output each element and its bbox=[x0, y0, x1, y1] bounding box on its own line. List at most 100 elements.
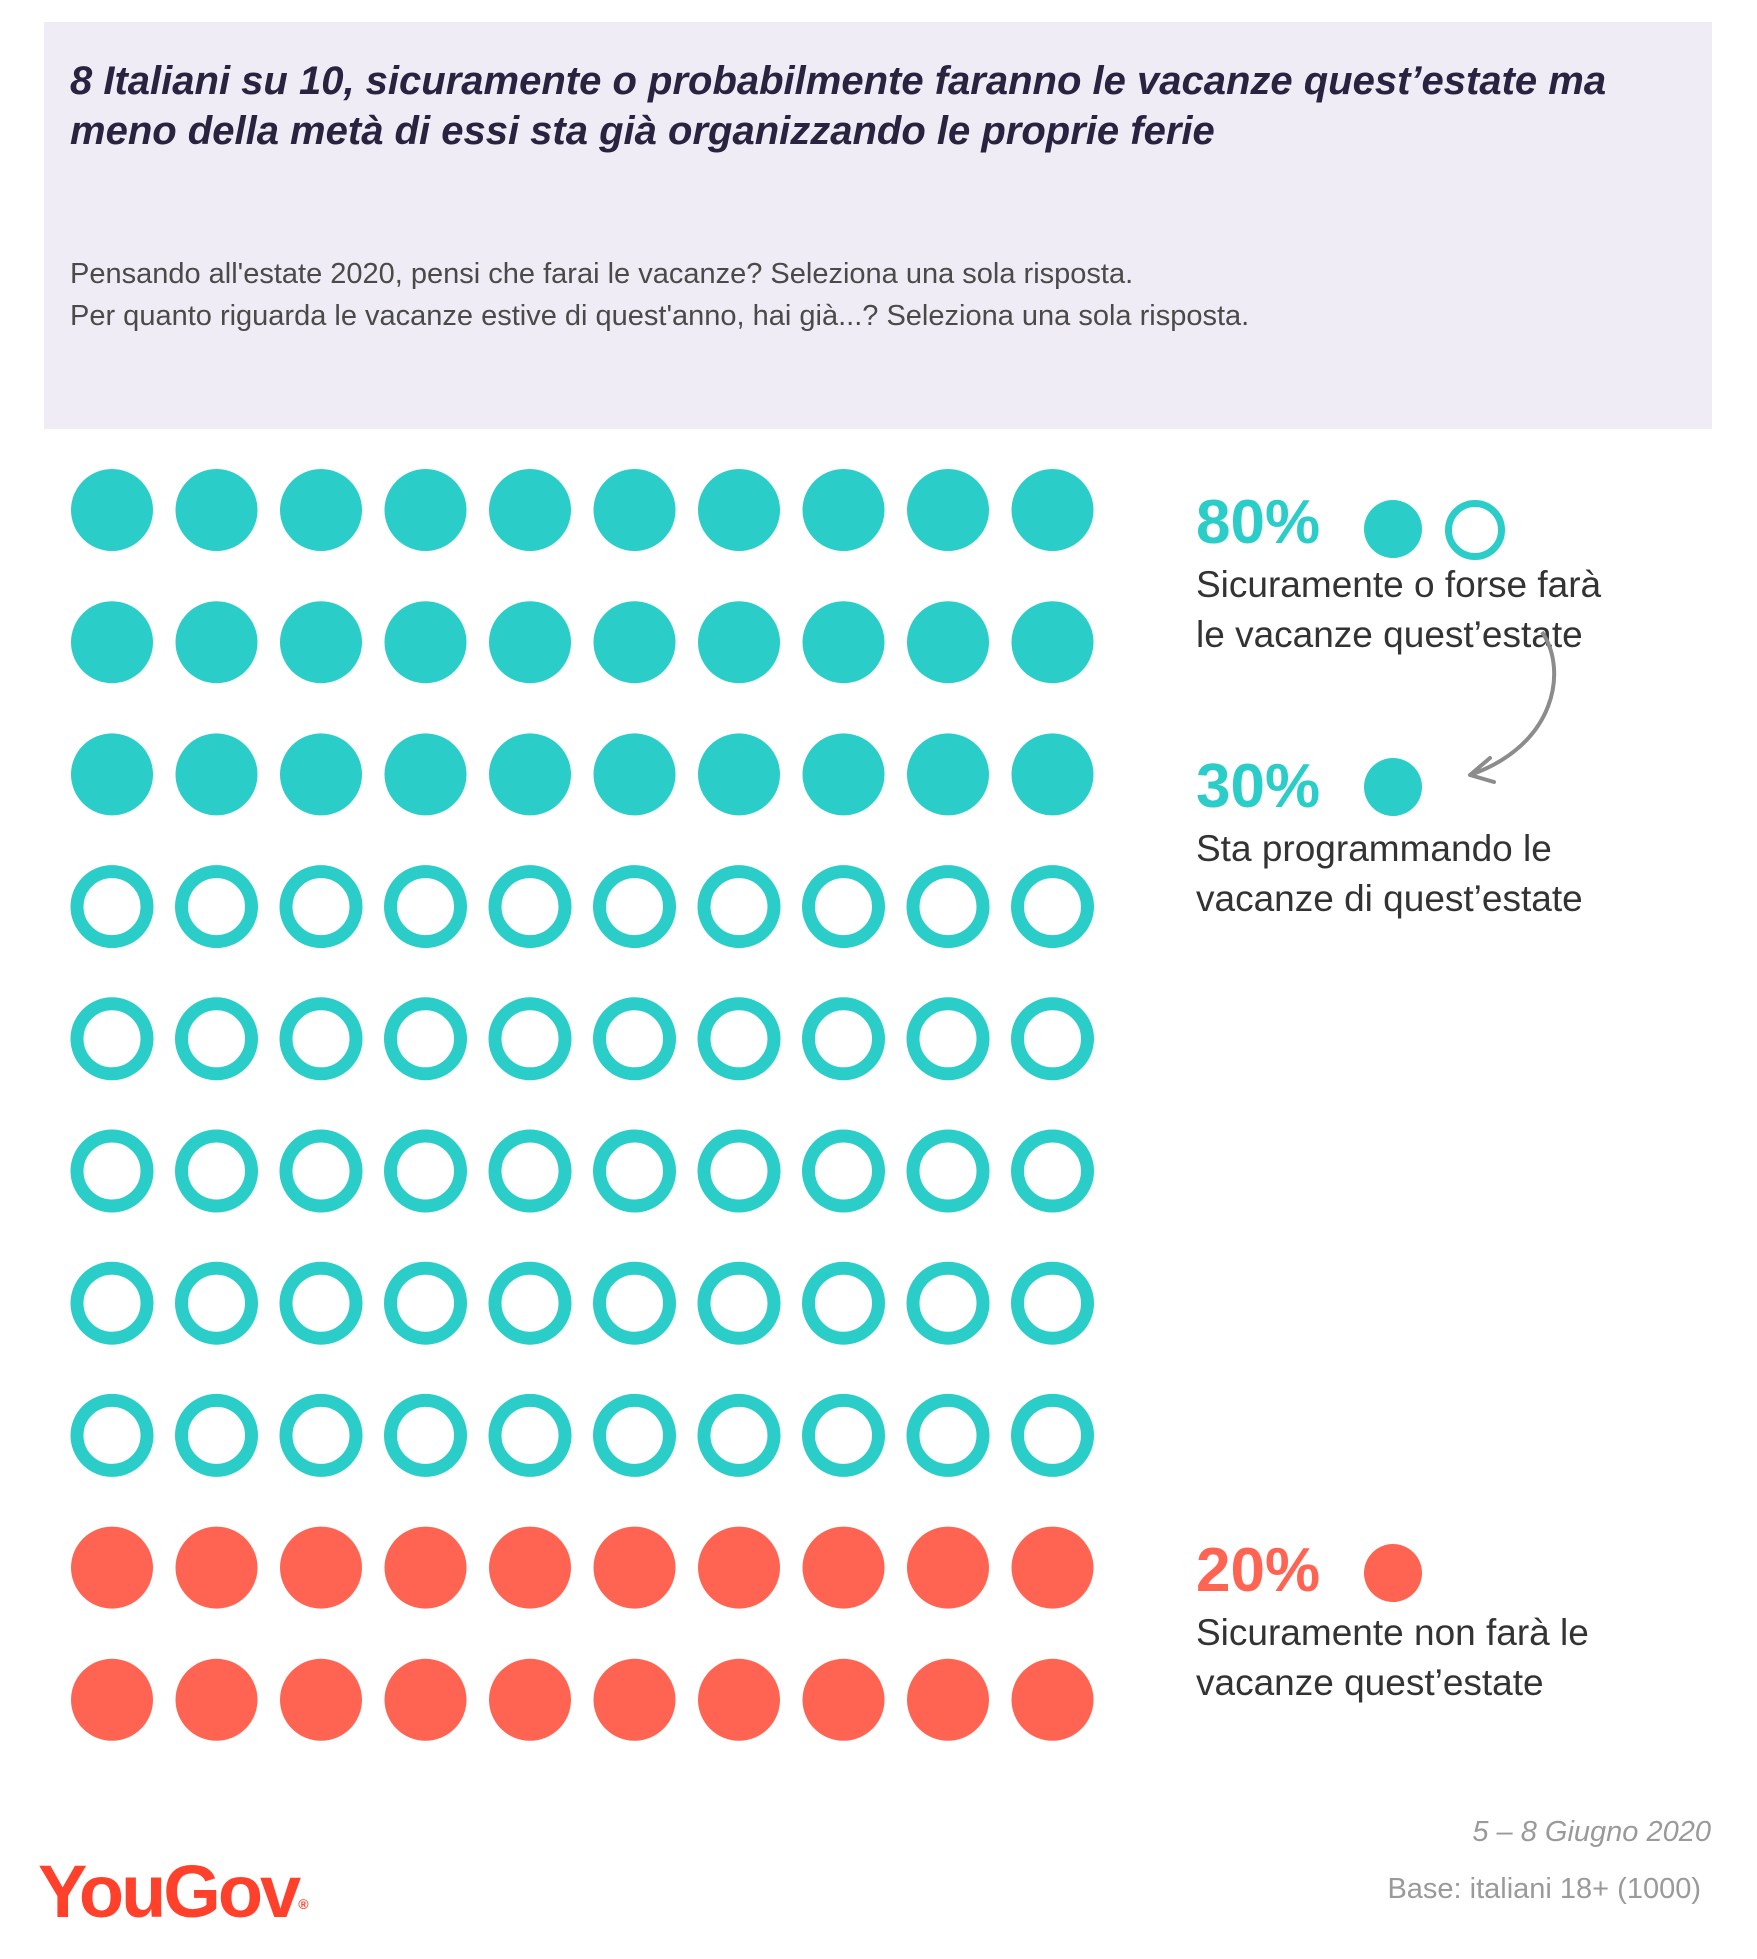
legend-pct-30: 30% bbox=[1196, 752, 1321, 821]
legend-text-80: Sicuramente o forse farà le vacanze ques… bbox=[1196, 564, 1602, 655]
waffle-dot-outline bbox=[279, 997, 363, 1081]
waffle-dot-outline bbox=[384, 1393, 467, 1477]
waffle-dot-teal bbox=[802, 733, 885, 816]
waffle-dot-teal bbox=[802, 601, 885, 684]
waffle-dot-coral bbox=[384, 1658, 467, 1741]
waffle-dot-outline bbox=[279, 1261, 363, 1345]
waffle-dot-outline bbox=[384, 865, 467, 949]
waffle-dot-coral bbox=[593, 1526, 676, 1609]
waffle-dot-outline bbox=[175, 997, 258, 1081]
waffle-dot-outline bbox=[802, 1129, 885, 1213]
waffle-dot-outline bbox=[279, 1393, 363, 1477]
waffle-dot-coral bbox=[71, 1526, 153, 1609]
waffle-dot-outline bbox=[175, 1129, 258, 1213]
waffle-dot-outline bbox=[384, 997, 467, 1081]
waffle-dot-outline bbox=[488, 1129, 572, 1213]
waffle-dot-outline bbox=[70, 1393, 154, 1477]
legend-pct-20: 20% bbox=[1196, 1536, 1321, 1605]
legend-outline-dot bbox=[1445, 500, 1505, 560]
waffle-dot-teal bbox=[175, 469, 258, 551]
waffle-dot-outline bbox=[593, 1261, 676, 1345]
waffle-dot-teal bbox=[71, 601, 153, 684]
waffle-dot-teal bbox=[1011, 601, 1094, 684]
waffle-dot-outline bbox=[593, 1129, 676, 1213]
waffle-dot-outline bbox=[1011, 1393, 1094, 1477]
waffle-dot-outline bbox=[279, 1129, 363, 1213]
waffle-dot-outline bbox=[906, 997, 990, 1081]
yougov-logo: YouGov® bbox=[38, 1852, 309, 1932]
waffle-dot-teal bbox=[489, 733, 571, 816]
arrow-icon bbox=[1468, 630, 1557, 784]
waffle-dot-teal bbox=[280, 469, 362, 551]
logo-text: YouGov bbox=[38, 1850, 301, 1933]
waffle-dot-teal bbox=[489, 601, 571, 684]
waffle-dot-outline bbox=[1011, 1129, 1094, 1213]
waffle-dot-coral bbox=[175, 1526, 258, 1609]
question-1: Pensando all'estate 2020, pensi che fara… bbox=[70, 258, 1134, 290]
waffle-dot-teal bbox=[175, 601, 258, 684]
waffle-dot-teal bbox=[698, 601, 780, 684]
waffle-dot-outline bbox=[802, 865, 885, 949]
waffle-dot-outline bbox=[697, 865, 781, 949]
waffle-dot-outline bbox=[906, 865, 990, 949]
waffle-dot-coral bbox=[698, 1658, 780, 1741]
waffle-dot-coral bbox=[280, 1658, 362, 1741]
waffle-dot-outline bbox=[906, 1393, 990, 1477]
waffle-dot-outline bbox=[175, 1393, 258, 1477]
waffle-dot-teal bbox=[384, 601, 467, 684]
waffle-dot-outline bbox=[697, 997, 781, 1081]
waffle-dot-outline bbox=[593, 997, 676, 1081]
waffle-dot-teal bbox=[907, 733, 989, 816]
waffle-dot-teal bbox=[71, 733, 153, 816]
waffle-dot-outline bbox=[384, 1129, 467, 1213]
waffle-dot-outline bbox=[593, 1393, 676, 1477]
waffle-dot-teal bbox=[593, 601, 676, 684]
legend-item-80: 80% Sicuramente o forse farà le vacanze … bbox=[1196, 488, 1636, 660]
chart-title: 8 Italiani su 10, sicuramente o probabil… bbox=[70, 59, 1607, 153]
waffle-dot-outline bbox=[70, 997, 154, 1081]
waffle-dot-teal bbox=[698, 733, 780, 816]
waffle-dot-outline bbox=[1011, 997, 1094, 1081]
waffle-dot-teal bbox=[384, 733, 467, 816]
waffle-dot-outline bbox=[488, 1261, 572, 1345]
waffle-dot-coral bbox=[384, 1526, 467, 1609]
waffle-dot-coral bbox=[1011, 1658, 1094, 1741]
waffle-dot-outline bbox=[279, 865, 363, 949]
waffle-dot-outline bbox=[906, 1129, 990, 1213]
waffle-dot-outline bbox=[488, 865, 572, 949]
waffle-dot-teal bbox=[907, 601, 989, 684]
waffle-dot-coral bbox=[802, 1526, 885, 1609]
legend-item-30: 30% Sta programmando le vacanze di quest… bbox=[1196, 752, 1636, 924]
waffle-dot-coral bbox=[280, 1526, 362, 1609]
waffle-dot-outline bbox=[384, 1261, 467, 1345]
waffle-dot-outline bbox=[1011, 865, 1094, 949]
waffle-dot-teal bbox=[593, 469, 676, 551]
waffle-dot-outline bbox=[593, 865, 676, 949]
waffle-dot-teal bbox=[175, 733, 258, 816]
waffle-dot-teal bbox=[1011, 733, 1094, 816]
waffle-dot-teal bbox=[593, 733, 676, 816]
waffle-dot-teal bbox=[802, 469, 885, 551]
legend-item-20: 20% Sicuramente non farà le vacanze ques… bbox=[1196, 1536, 1636, 1708]
waffle-dot-teal bbox=[280, 733, 362, 816]
waffle-dot-teal bbox=[384, 469, 467, 551]
waffle-dot-outline bbox=[697, 1393, 781, 1477]
waffle-dot-coral bbox=[907, 1658, 989, 1741]
waffle-dot-coral bbox=[1011, 1526, 1094, 1609]
registered-mark: ® bbox=[298, 1896, 309, 1912]
waffle-dot-outline bbox=[802, 997, 885, 1081]
waffle-dot-teal bbox=[489, 469, 571, 551]
waffle-dot-teal bbox=[907, 469, 989, 551]
waffle-dot-teal bbox=[1011, 469, 1094, 551]
waffle-dot-teal bbox=[280, 601, 362, 684]
waffle-dot-outline bbox=[697, 1261, 781, 1345]
footer-date: 5 – 8 Giugno 2020 bbox=[1472, 1816, 1711, 1848]
waffle-dot-coral bbox=[71, 1658, 153, 1741]
waffle-dot-outline bbox=[175, 1261, 258, 1345]
legend-coral-dot bbox=[1364, 1544, 1422, 1602]
waffle-dot-coral bbox=[698, 1526, 780, 1609]
waffle-dot-outline bbox=[70, 865, 154, 949]
question-2: Per quanto riguarda le vacanze estive di… bbox=[70, 300, 1250, 332]
legend-text-20: Sicuramente non farà le vacanze quest’es… bbox=[1196, 1612, 1589, 1703]
